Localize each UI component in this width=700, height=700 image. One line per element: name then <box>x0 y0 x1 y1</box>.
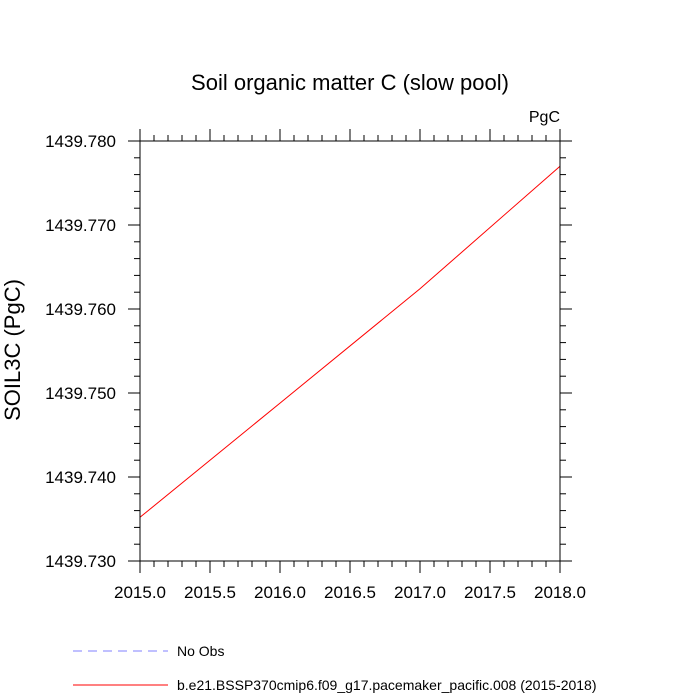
x-tick-label: 2016.0 <box>254 583 306 602</box>
legend-label: No Obs <box>177 643 224 659</box>
y-tick-label: 1439.780 <box>45 132 116 151</box>
y-tick-label: 1439.730 <box>45 552 116 571</box>
x-tick-label: 2018.0 <box>534 583 586 602</box>
axis-tick-labels: 2015.0 2015.5 2016.0 2016.5 2017.0 2017.5 2018… <box>45 132 586 602</box>
y-tick-label: 1439.760 <box>45 300 116 319</box>
units-label: PgC <box>529 109 560 126</box>
plot-frame <box>139 140 561 562</box>
x-tick-label: 2015.0 <box>114 583 166 602</box>
x-tick-label: 2017.5 <box>464 583 516 602</box>
chart-title: Soil organic matter C (slow pool) <box>191 70 509 95</box>
y-tick-label: 1439.750 <box>45 384 116 403</box>
y-axis-label: SOIL3C (PgC) <box>0 279 25 421</box>
x-tick-label: 2017.0 <box>394 583 446 602</box>
axis-ticks <box>128 129 572 573</box>
series-line <box>139 165 561 518</box>
y-tick-label: 1439.740 <box>45 468 116 487</box>
x-tick-label: 2015.5 <box>184 583 236 602</box>
legend: No Obs b.e21.BSSP370cmip6.f09_g17.pacemak… <box>73 643 597 693</box>
y-tick-label: 1439.770 <box>45 216 116 235</box>
x-tick-label: 2016.5 <box>324 583 376 602</box>
series-layer <box>139 165 561 518</box>
legend-label: b.e21.BSSP370cmip6.f09_g17.pacemaker_pac… <box>177 677 597 693</box>
